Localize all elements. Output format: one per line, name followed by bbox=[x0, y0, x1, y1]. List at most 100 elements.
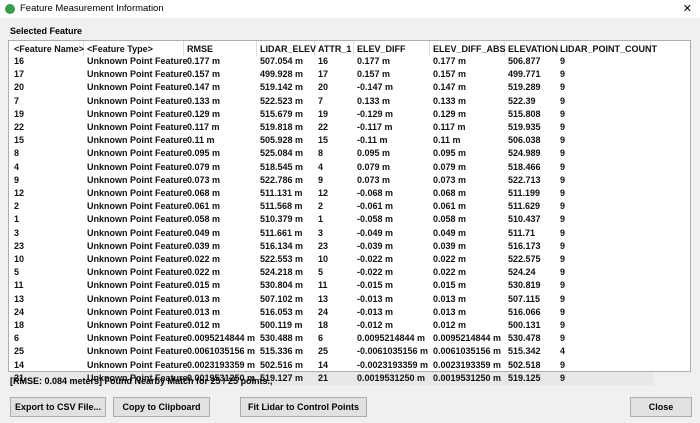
close-button[interactable]: Close bbox=[630, 397, 692, 417]
table-cell: 6 bbox=[14, 333, 20, 344]
table-cell: 8 bbox=[318, 148, 324, 159]
table-cell: 0.0023193359 m bbox=[433, 359, 502, 370]
column-header[interactable]: <Feature Name> bbox=[14, 44, 85, 54]
table-cell: 510.379 m bbox=[260, 214, 304, 225]
table-cell: 511.661 m bbox=[260, 227, 303, 238]
table-cell: 4 bbox=[560, 346, 566, 357]
column-header[interactable]: ELEV_DIFF_ABS bbox=[433, 44, 506, 54]
table-cell: 0.11 m bbox=[187, 135, 215, 146]
close-x[interactable]: ✕ bbox=[682, 3, 692, 15]
table-cell: Unknown Point Feature bbox=[87, 82, 188, 93]
table-cell: -0.147 m bbox=[357, 82, 394, 93]
table-cell: 0.039 m bbox=[433, 240, 467, 251]
table-cell: 12 bbox=[14, 188, 25, 198]
table-cell: 522.713 bbox=[508, 174, 541, 185]
table-cell: 515.808 bbox=[508, 108, 541, 119]
table-cell: 9 bbox=[560, 201, 566, 212]
table-cell: 502.518 bbox=[508, 359, 541, 370]
table-cell: 500.131 bbox=[508, 320, 541, 330]
table-cell: Unknown Point Feature bbox=[87, 306, 188, 317]
table-cell: 24 bbox=[318, 306, 329, 317]
table-cell: 530.819 bbox=[508, 280, 541, 291]
table-cell: Unknown Point Feature bbox=[87, 148, 188, 159]
table-cell: 17 bbox=[318, 69, 329, 80]
table-cell: 9 bbox=[560, 306, 566, 317]
table-cell: 23 bbox=[14, 240, 25, 251]
table-cell: 522.786 m bbox=[260, 174, 304, 185]
table-cell: Unknown Point Feature bbox=[87, 214, 188, 225]
column-header[interactable]: LIDAR_ELEV bbox=[260, 44, 317, 54]
table-cell: 0.0061035156 m bbox=[187, 346, 256, 357]
column-header[interactable]: LIDAR_POINT_COUNT bbox=[560, 44, 658, 54]
column-header[interactable]: ELEV_DIFF bbox=[357, 44, 406, 54]
copy-button[interactable]: Copy to Clipboard bbox=[113, 397, 210, 417]
table-cell: 522.575 bbox=[508, 254, 541, 264]
column-divider bbox=[504, 41, 557, 56]
column-header[interactable]: ELEVATION bbox=[508, 44, 559, 54]
column-divider bbox=[429, 41, 505, 56]
table-cell: 0.068 m bbox=[187, 188, 221, 198]
table-cell: 0.073 m bbox=[187, 174, 221, 185]
table-cell: Unknown Point Feature bbox=[87, 280, 188, 291]
table-cell: 22 bbox=[14, 122, 25, 132]
fit-button[interactable]: Fit Lidar to Control Points bbox=[240, 397, 367, 417]
table-cell: 0.0019531250 m bbox=[357, 372, 426, 383]
table-cell: 20 bbox=[14, 82, 25, 93]
table-cell: 9 bbox=[560, 214, 566, 225]
table-cell: 9 bbox=[560, 333, 566, 344]
table-cell: -0.11 m bbox=[357, 135, 388, 146]
table-cell: 519.289 bbox=[508, 82, 541, 93]
table-cell: 0.013 m bbox=[433, 306, 467, 317]
table-cell: 22 bbox=[318, 122, 329, 132]
table-cell: Unknown Point Feature bbox=[87, 227, 188, 238]
selected-row[interactable] bbox=[10, 371, 654, 385]
table-cell: 506.877 bbox=[508, 56, 541, 66]
table-cell: 9 bbox=[560, 188, 566, 198]
table-cell: -0.039 m bbox=[357, 240, 394, 251]
table-cell: 15 bbox=[14, 135, 25, 146]
table-cell: 0.117 m bbox=[187, 122, 220, 132]
export-button[interactable]: Export to CSV File... bbox=[10, 397, 106, 417]
table-cell: Unknown Point Feature bbox=[87, 56, 188, 66]
table-cell: 21 bbox=[318, 372, 329, 383]
table-cell: 9 bbox=[560, 82, 566, 93]
table-cell: 20 bbox=[318, 82, 329, 93]
table-cell: 0.049 m bbox=[433, 227, 467, 238]
table-cell: Unknown Point Feature bbox=[87, 293, 188, 304]
table-cell: 511.199 bbox=[508, 188, 541, 198]
table-cell: Unknown Point Feature bbox=[87, 161, 188, 172]
table-cell: 0.133 m bbox=[187, 95, 221, 106]
column-divider bbox=[256, 41, 315, 56]
table-cell: 0.0019531250 m bbox=[433, 372, 502, 383]
table-cell: 25 bbox=[318, 346, 329, 357]
table-cell: 0.177 m bbox=[433, 56, 467, 66]
table-cell: 9 bbox=[560, 240, 566, 251]
window-title: Feature Measurement Information bbox=[20, 3, 164, 14]
column-header[interactable]: <Feature Type> bbox=[87, 44, 153, 54]
table-cell: 0.022 m bbox=[433, 254, 467, 264]
section-label: Selected Feature bbox=[10, 26, 83, 36]
table-cell: -0.0023193359 m bbox=[357, 359, 429, 370]
table-cell: 0.133 m bbox=[357, 95, 391, 106]
table-cell: 0.039 m bbox=[187, 240, 221, 251]
table-cell: Unknown Point Feature bbox=[87, 254, 188, 264]
table-cell: Unknown Point Feature bbox=[87, 108, 188, 119]
table-cell: 9 bbox=[560, 293, 566, 304]
table-cell: 0.015 m bbox=[433, 280, 467, 291]
table-cell: 524.24 bbox=[508, 267, 536, 278]
table-cell: 0.012 m bbox=[433, 320, 467, 330]
table-cell: 530.478 bbox=[508, 333, 541, 344]
table-cell: 0.157 m bbox=[357, 69, 391, 80]
table-cell: 0.095 m bbox=[187, 148, 221, 159]
table-cell: 0.058 m bbox=[187, 214, 221, 225]
column-header[interactable]: ATTR_1 bbox=[318, 44, 352, 54]
column-divider bbox=[353, 41, 430, 56]
column-divider bbox=[556, 41, 651, 56]
table-cell: -0.117 m bbox=[357, 122, 393, 132]
table-cell: 0.013 m bbox=[187, 306, 221, 317]
status-text: [RMSE: 0.084 meters] Found Nearby Match … bbox=[10, 376, 273, 386]
column-header[interactable]: RMSE bbox=[187, 44, 214, 54]
table-cell: 16 bbox=[14, 56, 25, 66]
table-cell: 511.71 bbox=[508, 227, 536, 238]
